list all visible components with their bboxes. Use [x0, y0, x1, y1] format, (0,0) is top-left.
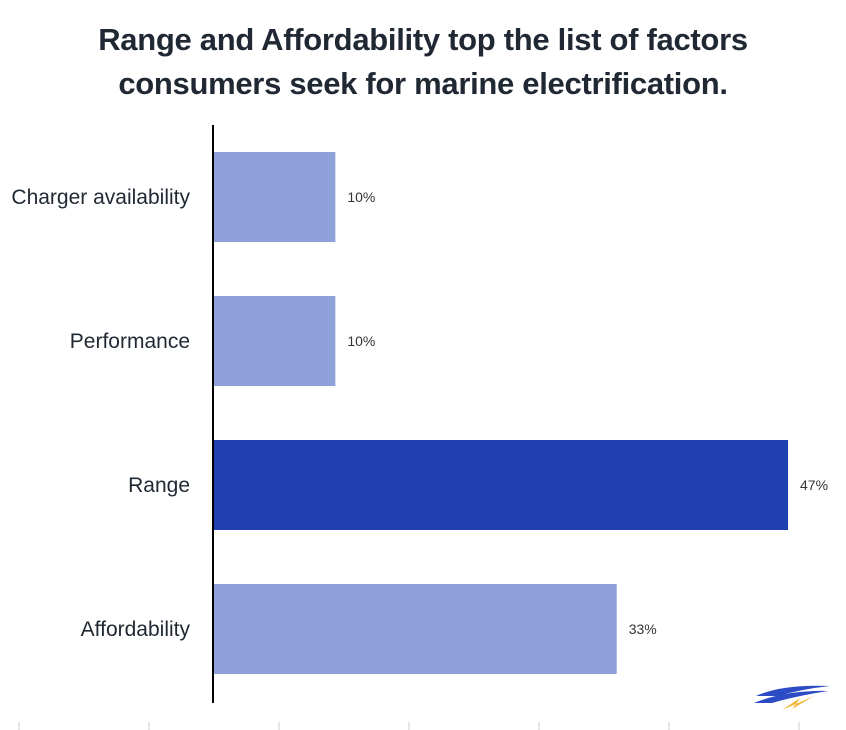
chart-title-line-2: consumers seek for marine electrificatio…: [118, 66, 728, 101]
boat-lightning-logo-icon: [754, 685, 830, 710]
value-label-range: 47%: [800, 477, 828, 493]
logo-wave-middle: [754, 690, 828, 703]
bar-range: [213, 440, 788, 530]
bar-affordability: [213, 584, 617, 674]
bar-charger-availability: [213, 152, 336, 242]
chart-title: Range and Affordability top the list of …: [0, 18, 846, 106]
logo-lightning: [782, 696, 814, 710]
logo-wave-top: [756, 685, 830, 696]
category-label-affordability: Affordability: [81, 618, 191, 641]
value-label-charger-availability: 10%: [347, 189, 375, 205]
chart-title-line-1: Range and Affordability top the list of …: [98, 22, 748, 57]
category-label-range: Range: [128, 474, 190, 497]
category-label-performance: Performance: [70, 330, 190, 353]
bar-performance: [213, 296, 336, 386]
category-label-charger-availability: Charger availability: [11, 186, 190, 209]
value-label-performance: 10%: [347, 333, 375, 349]
value-label-affordability: 33%: [629, 621, 657, 637]
